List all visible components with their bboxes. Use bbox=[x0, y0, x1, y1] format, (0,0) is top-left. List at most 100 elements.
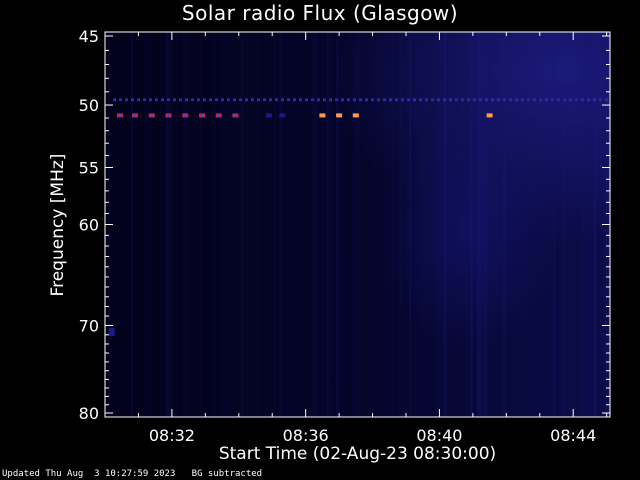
spectrogram-streak bbox=[189, 32, 190, 417]
spectrogram-streak bbox=[228, 32, 230, 417]
interference-band-dot bbox=[527, 98, 530, 102]
spectrogram-streak bbox=[434, 32, 436, 417]
interference-band-dot bbox=[335, 98, 338, 102]
spectrogram-streak bbox=[314, 32, 317, 417]
spectrogram-streak bbox=[165, 32, 169, 417]
spectrogram-streak bbox=[594, 32, 597, 417]
interference-band-dot bbox=[479, 98, 482, 102]
spectrogram-streak bbox=[149, 32, 151, 417]
interference-band-dot bbox=[311, 98, 314, 102]
spectrogram-streak bbox=[341, 32, 343, 417]
spectrogram-streak bbox=[590, 32, 593, 417]
spectrogram-streak bbox=[327, 32, 329, 417]
spectrogram-streak bbox=[338, 32, 340, 417]
x-tick-label: 08:44 bbox=[550, 426, 596, 445]
interference-band-dot bbox=[209, 98, 212, 102]
spectrogram-streak bbox=[480, 32, 483, 417]
spectrogram-streak bbox=[144, 32, 148, 417]
spectrogram-streak bbox=[563, 32, 566, 417]
interference-band-dot bbox=[137, 98, 140, 102]
spectrogram-streak bbox=[315, 32, 319, 417]
spectrogram-streak bbox=[183, 32, 186, 417]
spectrogram-streak bbox=[176, 32, 178, 417]
spectrogram-streak bbox=[393, 32, 396, 417]
burst-mark bbox=[336, 113, 343, 118]
interference-band-dot bbox=[125, 98, 128, 102]
spectrogram-streak bbox=[562, 32, 565, 417]
interference-band-dot bbox=[161, 98, 164, 102]
spectrogram-streak bbox=[228, 32, 229, 417]
spectrogram-streak bbox=[553, 32, 555, 417]
interference-band-dot bbox=[245, 98, 248, 102]
spectrogram-area bbox=[105, 32, 610, 417]
spectrogram-streak bbox=[485, 32, 489, 417]
y-tick-label: 80 bbox=[79, 404, 99, 423]
spectrogram-streak bbox=[558, 32, 559, 417]
interference-band-dot bbox=[455, 98, 458, 102]
burst-mark bbox=[352, 113, 359, 118]
spectrogram-streak bbox=[584, 32, 587, 417]
spectrogram-streak bbox=[258, 32, 260, 417]
interference-band-dot bbox=[269, 98, 272, 102]
spectrogram-streak bbox=[313, 32, 316, 417]
spectrogram-streak bbox=[443, 32, 447, 417]
footer-gap bbox=[175, 469, 191, 479]
interference-band-dot bbox=[167, 98, 170, 102]
interference-band-dot bbox=[275, 98, 278, 102]
interference-band-dot bbox=[449, 98, 452, 102]
spectrogram-streak bbox=[147, 32, 148, 417]
spectrogram-streak bbox=[146, 32, 147, 417]
x-axis-label: Start Time (02-Aug-23 08:30:00) bbox=[218, 444, 497, 464]
interference-band-dot bbox=[323, 98, 326, 102]
spectrogram-streak bbox=[444, 32, 446, 417]
interference-band-dot bbox=[605, 98, 608, 102]
spectrogram-streak bbox=[415, 32, 417, 417]
spectrogram-streak bbox=[261, 32, 263, 417]
interference-band-dot bbox=[491, 98, 494, 102]
spectrogram-streak bbox=[166, 32, 168, 417]
interference-band-dot bbox=[113, 98, 116, 102]
interference-band-dot bbox=[197, 98, 200, 102]
spectrogram-streak bbox=[329, 32, 332, 417]
interference-band-dot bbox=[365, 98, 368, 102]
x-tick-label: 08:36 bbox=[283, 426, 329, 445]
interference-band-dot bbox=[407, 98, 410, 102]
spectrogram-streak bbox=[280, 32, 283, 417]
y-tick-label: 70 bbox=[79, 317, 99, 336]
interference-band-dot bbox=[557, 98, 560, 102]
interference-band-dot bbox=[473, 98, 476, 102]
spectrogram-streak bbox=[332, 32, 335, 417]
spectrogram-streak bbox=[470, 32, 473, 417]
spectrogram-streak bbox=[356, 32, 360, 417]
interference-band-dot bbox=[467, 98, 470, 102]
burst-core bbox=[217, 113, 220, 118]
interference-band-dot bbox=[329, 98, 332, 102]
spectrogram-streak bbox=[336, 32, 340, 417]
spectrogram-streak bbox=[446, 32, 448, 417]
spectrogram-streak bbox=[423, 32, 425, 417]
spectrogram-streak bbox=[147, 32, 149, 417]
spectrogram-streak bbox=[582, 32, 586, 417]
interference-band-dot bbox=[509, 98, 512, 102]
spectrogram-streak bbox=[225, 32, 227, 417]
interference-band-dot bbox=[437, 98, 440, 102]
interference-band-dot bbox=[575, 98, 578, 102]
interference-band-dot bbox=[281, 98, 284, 102]
interference-band-dot bbox=[179, 98, 182, 102]
spectrogram-streak bbox=[504, 32, 507, 417]
spectrogram-streak bbox=[279, 32, 281, 417]
spectrogram-streak bbox=[479, 32, 482, 417]
interference-band-dot bbox=[521, 98, 524, 102]
spectrogram-streak bbox=[222, 32, 225, 417]
spectrogram-streak bbox=[420, 32, 421, 417]
interference-band-dot bbox=[533, 98, 536, 102]
spectrogram-streak bbox=[130, 32, 133, 417]
interference-band-dot bbox=[443, 98, 446, 102]
spectrogram-streak bbox=[351, 32, 353, 417]
interference-band-dot bbox=[425, 98, 428, 102]
interference-band-dot bbox=[287, 98, 290, 102]
spectrogram-streak bbox=[477, 32, 479, 417]
spectrogram-streak bbox=[409, 32, 411, 417]
burst-mark bbox=[486, 113, 493, 118]
